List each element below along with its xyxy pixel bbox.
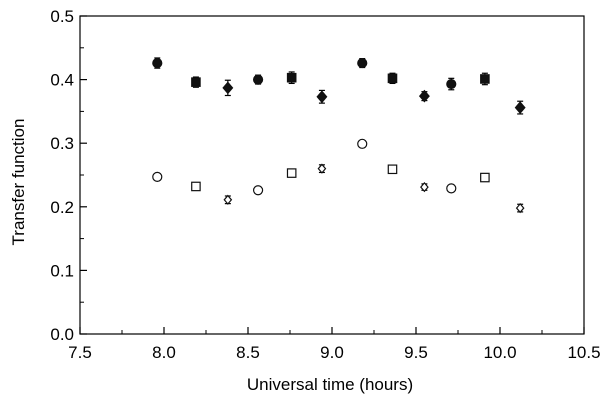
x-tick-label: 10.0 (483, 343, 516, 362)
circle-marker (152, 57, 163, 69)
circle-marker (446, 78, 457, 90)
diamond-marker (515, 202, 525, 214)
y-tick-label: 0.4 (50, 71, 74, 90)
y-tick-label: 0.3 (50, 134, 74, 153)
x-axis-ticks: 7.5 8.0 8.5 9.0 9.5 10.0 10.5 (68, 327, 601, 362)
diamond-marker (514, 101, 526, 115)
square-marker (286, 168, 297, 178)
x-tick-label: 9.0 (320, 343, 344, 362)
y-tick-label: 0.2 (50, 198, 74, 217)
square-marker (191, 181, 201, 192)
x-tick-label: 7.5 (68, 343, 92, 362)
y-axis-title: Transfer function (9, 119, 28, 246)
circle-marker (252, 185, 264, 196)
square-marker (387, 164, 398, 175)
y-tick-label: 0.1 (50, 261, 74, 280)
x-tick-label: 9.5 (404, 343, 428, 362)
square-marker (480, 172, 490, 183)
y-tick-label: 0.5 (50, 7, 74, 26)
y-tick-label: 0.0 (50, 325, 74, 344)
diamond-marker (418, 89, 430, 103)
diamond-marker (317, 163, 327, 174)
diamond-marker (223, 194, 233, 205)
square-marker (286, 72, 297, 83)
circle-marker (357, 57, 368, 69)
diamond-marker (316, 90, 328, 104)
circle-marker (152, 171, 163, 183)
data-markers (152, 57, 526, 214)
x-axis-title: Universal time (hours) (247, 375, 413, 394)
square-marker (191, 77, 201, 87)
diamond-marker (420, 181, 429, 193)
circle-marker (446, 183, 457, 194)
circle-marker (252, 74, 264, 85)
x-tick-label: 8.0 (152, 343, 176, 362)
square-marker (387, 73, 398, 84)
y-axis-ticks: 0.0 0.1 0.2 0.3 0.4 0.5 (50, 7, 87, 344)
circle-marker (357, 138, 368, 149)
square-marker (480, 74, 490, 84)
x-tick-label: 8.5 (236, 343, 260, 362)
x-tick-label: 10.5 (567, 343, 600, 362)
diamond-marker (222, 81, 234, 95)
